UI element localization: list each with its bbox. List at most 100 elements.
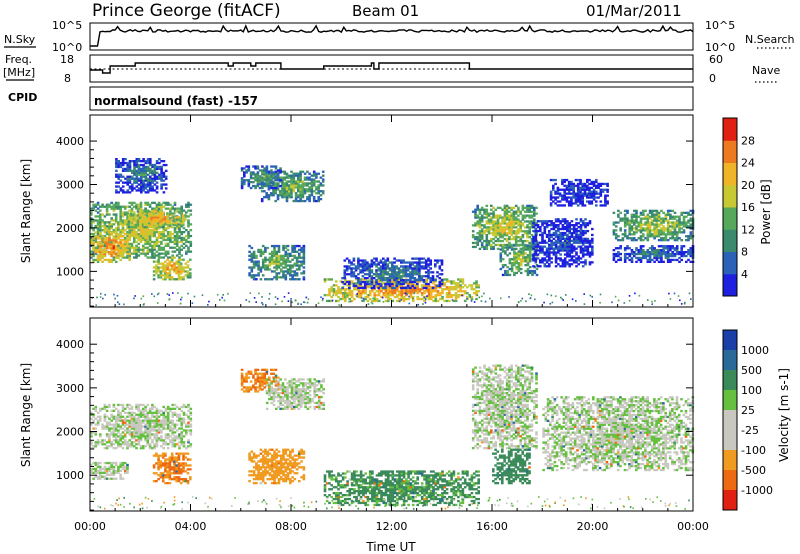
heatmap-cell [160, 234, 163, 238]
heatmap-cell [281, 178, 284, 181]
heatmap-cell [337, 299, 340, 303]
heatmap-cell [166, 276, 169, 279]
heatmap-cell [169, 238, 172, 242]
heatmap-cell [265, 167, 269, 170]
heatmap-cell [545, 253, 549, 256]
heatmap-cell [146, 236, 150, 240]
heatmap-cell [626, 235, 629, 238]
heatmap-cell [286, 258, 290, 261]
heatmap-cell [368, 292, 372, 295]
heatmap-cell [119, 249, 122, 252]
heatmap-cell [332, 284, 336, 287]
heatmap-cell [139, 224, 142, 227]
heatmap-cell [261, 296, 263, 298]
heatmap-cell [503, 220, 507, 223]
heatmap-cell [278, 180, 282, 183]
heatmap-cell [255, 254, 258, 257]
heatmap-cell [352, 267, 356, 270]
heatmap-cell [501, 245, 504, 249]
heatmap-cell [452, 282, 456, 285]
heatmap-cell [157, 225, 161, 228]
heatmap-cell [487, 214, 491, 217]
heatmap-cell [657, 219, 661, 222]
heatmap-cell [688, 292, 691, 295]
heatmap-cell [657, 225, 661, 228]
heatmap-cell [504, 250, 507, 253]
heatmap-cell [263, 190, 266, 193]
heatmap-cell [157, 256, 161, 259]
heatmap-cell [312, 184, 316, 187]
heatmap-cell [409, 273, 412, 276]
heatmap-cell [137, 229, 141, 232]
heatmap-cell [155, 229, 159, 232]
heatmap-cell [413, 292, 416, 294]
heatmap-cell [552, 233, 556, 237]
heatmap-cell [588, 263, 592, 266]
heatmap-cell [166, 252, 170, 255]
heatmap-cell [323, 278, 327, 281]
heatmap-cell [170, 214, 174, 217]
heatmap-cell [294, 192, 298, 195]
heatmap-cell [623, 209, 627, 212]
heatmap-cell [175, 222, 178, 225]
heatmap-cell [135, 173, 139, 176]
heatmap-cell [577, 229, 580, 233]
heatmap-cell [317, 190, 320, 193]
heatmap-cell [105, 227, 109, 230]
heatmap-cell [142, 295, 145, 298]
heatmap-cell [434, 295, 438, 299]
heatmap-cell [298, 248, 301, 252]
heatmap-cell [117, 229, 120, 232]
heatmap-cell [171, 236, 174, 240]
heatmap-cell [151, 248, 154, 251]
heatmap-cell [666, 223, 670, 226]
heatmap-cell [112, 252, 116, 256]
heatmap-cell [576, 192, 580, 195]
heatmap-cell [404, 279, 408, 282]
heatmap-cell [623, 215, 627, 218]
heatmap-cell [646, 213, 650, 216]
heatmap-cell [284, 262, 288, 265]
heatmap-cell [146, 248, 150, 251]
heatmap-cell [388, 269, 392, 272]
heatmap-cell [664, 239, 668, 242]
heatmap-cell [651, 229, 654, 232]
heatmap-cell [521, 234, 525, 237]
heatmap-cell [513, 262, 516, 265]
heatmap-cell [496, 234, 500, 237]
heatmap-cell [180, 207, 183, 210]
heatmap-cell [163, 220, 167, 223]
heatmap-cell [483, 216, 486, 219]
heatmap-cell [139, 214, 142, 217]
heatmap-cell [265, 196, 268, 199]
heatmap-cell [161, 222, 165, 225]
heatmap-cell [270, 258, 274, 261]
heatmap-cell [648, 254, 652, 258]
heatmap-cell [148, 222, 151, 225]
heatmap-cell [108, 239, 111, 242]
heatmap-cell [556, 200, 560, 203]
heatmap-cell [182, 224, 185, 227]
heatmap-cell [189, 250, 193, 253]
heatmap-cell [129, 210, 133, 213]
heatmap-cell [158, 175, 161, 178]
heatmap-cell [485, 239, 489, 243]
heatmap-cell [370, 280, 374, 284]
heatmap-cell [240, 177, 244, 180]
heatmap-cell [478, 296, 481, 299]
heatmap-cell [152, 218, 156, 221]
heatmap-cell [300, 246, 303, 250]
heatmap-cell [619, 211, 622, 214]
heatmap-cell [348, 286, 351, 290]
heatmap-cell [108, 225, 111, 228]
heatmap-cell [348, 297, 352, 301]
heatmap-cell [478, 216, 482, 219]
heatmap-cell [287, 300, 290, 302]
heatmap-cell [178, 246, 181, 249]
heatmap-cell [510, 228, 513, 231]
heatmap-cell [181, 296, 183, 299]
heatmap-cell [411, 275, 414, 278]
heatmap-cell [180, 244, 183, 247]
heatmap-cell [501, 273, 505, 277]
heatmap-cell [536, 224, 540, 227]
